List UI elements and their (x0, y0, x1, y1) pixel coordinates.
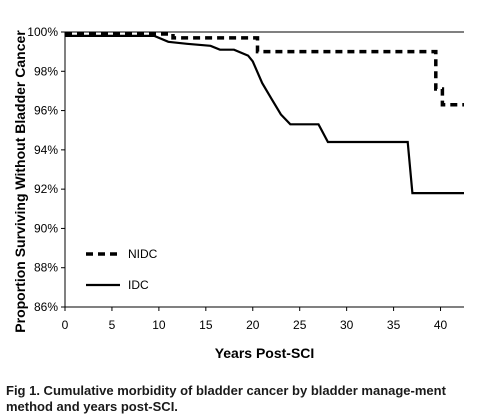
legend-label-idc: IDC (128, 278, 149, 292)
y-axis-title: Proportion Surviving Without Bladder Can… (12, 30, 28, 333)
y-tick-label: 100% (27, 25, 58, 39)
legend: NIDC IDC (86, 247, 158, 292)
legend-label-nidc: NIDC (128, 247, 158, 261)
series-layer (65, 32, 464, 195)
y-tick-label: 98% (34, 64, 58, 78)
y-tick-label: 96% (34, 104, 58, 118)
y-axis: 86% 88% 90% 92% 94% 96% 98% 100% (27, 25, 65, 314)
x-tick-label: 25 (293, 318, 307, 332)
x-tick-label: 0 (62, 318, 69, 332)
x-axis: 0 5 10 15 20 25 30 35 40 (62, 307, 448, 332)
x-axis-title: Years Post-SCI (215, 345, 315, 361)
x-tick-label: 20 (246, 318, 260, 332)
y-tick-label: 88% (34, 261, 58, 275)
series-line-nidc (65, 32, 464, 107)
y-tick-label: 86% (34, 300, 58, 314)
x-tick-label: 15 (199, 318, 213, 332)
x-tick-label: 40 (434, 318, 448, 332)
x-tick-label: 10 (152, 318, 166, 332)
x-tick-label: 35 (387, 318, 401, 332)
x-tick-label: 30 (340, 318, 354, 332)
chart: 86% 88% 90% 92% 94% 96% 98% 100% 0 5 10 15 20 25 30 35… (12, 25, 464, 361)
figure-caption: Fig 1. Cumulative morbidity of bladder c… (6, 383, 446, 414)
x-tick-label: 5 (109, 318, 116, 332)
plot-frame (64, 31, 464, 308)
y-tick-label: 90% (34, 221, 58, 235)
y-tick-label: 94% (34, 143, 58, 157)
y-tick-label: 92% (34, 182, 58, 196)
series-line-idc (65, 34, 464, 195)
